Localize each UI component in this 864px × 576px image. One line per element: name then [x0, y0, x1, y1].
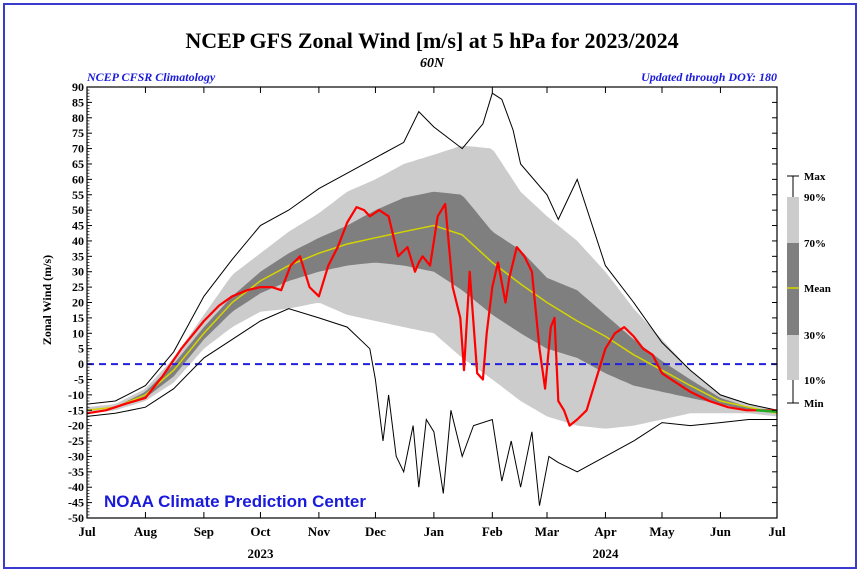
percentile-bands [87, 145, 777, 429]
x-tick-label: Jul [78, 524, 96, 539]
plot-area: 908580757065605550454035302520151050-5-1… [68, 80, 778, 525]
y-tick-label: -25 [68, 434, 84, 448]
y-tick-label: -10 [68, 388, 84, 402]
y-tick-label: -45 [68, 496, 84, 510]
y-axis-label: Zonal Wind (m/s) [40, 255, 54, 345]
y-tick-label: 50 [72, 203, 84, 217]
x-tick-label: Jan [424, 524, 445, 539]
legend-label: Max [804, 171, 826, 183]
min-line [86, 308, 777, 506]
series-lines [86, 92, 778, 506]
y-tick-label: 70 [72, 142, 84, 156]
band-30-70 [87, 191, 777, 414]
x-tick-label: Apr [594, 524, 617, 539]
y-tick-label: 5 [78, 342, 84, 356]
legend-label: 10% [804, 375, 826, 387]
legend-band-30-70 [787, 243, 799, 335]
y-tick-label: 0 [78, 357, 84, 371]
y-tick-label: 45 [72, 219, 84, 233]
current-line [86, 202, 777, 427]
y-tick-label: -35 [68, 465, 84, 479]
x-axis-labels: Jul Aug Sep Oct Nov Dec Jan Feb Mar Apr May Jun Jul 2… [78, 524, 786, 561]
x-tick-label: Jun [710, 524, 732, 539]
y-tick-label: -20 [68, 419, 84, 433]
x-tick-label: Sep [194, 524, 214, 539]
axes: 908580757065605550454035302520151050-5-1… [68, 80, 778, 525]
y-tick-label: 75 [72, 126, 84, 140]
y-tick-label: 25 [72, 280, 84, 294]
chart-subtitle: 60N [420, 56, 445, 71]
legend-label: 70% [804, 238, 826, 250]
mean-line [86, 224, 778, 415]
legend-label: 30% [804, 330, 826, 342]
noaa-watermark: NOAA Climate Prediction Center [104, 492, 366, 511]
year-label: 2024 [592, 546, 619, 561]
legend: Max 90% 70% Mean 30% 10% Min [787, 171, 831, 410]
year-label: 2023 [247, 546, 274, 561]
y-tick-label: 15 [72, 311, 84, 325]
y-tick-label: 35 [72, 249, 84, 263]
max-line [86, 92, 778, 411]
chart-frame [3, 3, 857, 569]
y-tick-label: 80 [72, 111, 84, 125]
forecast-segment [756, 409, 778, 414]
x-tick-label: Dec [365, 524, 386, 539]
climatology-note: NCEP CFSR Climatology [86, 70, 216, 84]
x-tick-label: Oct [250, 524, 271, 539]
y-tick-label: -30 [68, 449, 84, 463]
x-tick-label: Nov [308, 524, 331, 539]
x-tick-label: Aug [134, 524, 158, 539]
y-tick-label: 30 [72, 265, 84, 279]
y-tick-label: 90 [72, 80, 84, 94]
y-tick-label: -50 [68, 511, 84, 525]
y-tick-label: 65 [72, 157, 84, 171]
y-tick-label: -40 [68, 480, 84, 494]
y-tick-label: 55 [72, 188, 84, 202]
y-tick-label: 40 [72, 234, 84, 248]
x-tick-label: Feb [482, 524, 503, 539]
x-tick-label: Jul [768, 524, 786, 539]
updated-note: Updated through DOY: 180 [641, 70, 777, 84]
y-tick-label: 20 [72, 296, 84, 310]
legend-label: 90% [804, 192, 826, 204]
y-tick-label: -15 [68, 403, 84, 417]
x-tick-label: May [649, 524, 675, 539]
y-tick-label: 60 [72, 172, 84, 186]
chart-title: NCEP GFS Zonal Wind [m/s] at 5 hPa for 2… [185, 28, 678, 53]
y-tick-label: 10 [72, 326, 84, 340]
y-tick-label: 85 [72, 95, 84, 109]
legend-label: Min [804, 398, 824, 410]
y-tick-label: -5 [74, 372, 84, 386]
legend-label: Mean [804, 283, 831, 295]
x-tick-label: Mar [535, 524, 560, 539]
